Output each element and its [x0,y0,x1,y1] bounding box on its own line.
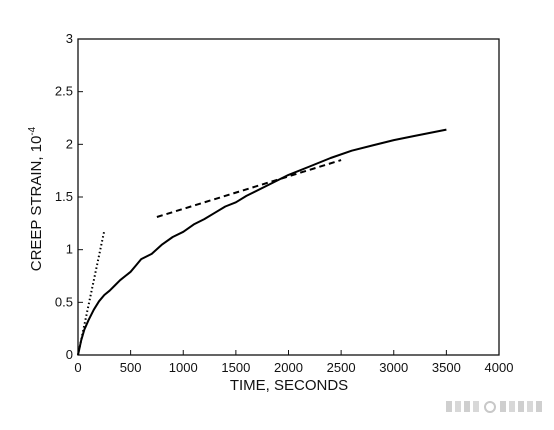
plot-frame [77,38,500,356]
x-tick-label: 4000 [485,360,514,375]
y-tick-label: 2.5 [55,84,73,99]
y-tick-label: 1.5 [55,189,73,204]
x-axis-title: TIME, SECONDS [230,377,348,394]
y-tick-label: 1 [66,242,73,257]
x-tick-label: 1500 [221,360,250,375]
y-tick-label: 3 [66,31,73,46]
y-axis-title: CREEP STRAIN, 10-4 [27,126,45,271]
x-axis-ticks: 0 500 1000 1500 2000 2500 3000 3500 4000 [74,350,513,375]
x-tick-label: 500 [120,360,142,375]
y-axis-title-main: CREEP STRAIN, 10 [28,136,45,272]
x-tick-label: 2000 [274,360,303,375]
x-tick-label: 3500 [432,360,461,375]
series-layer [77,128,447,356]
series-solid-line [77,128,447,356]
y-tick-label: 0.5 [55,294,73,309]
y-axis-title-exponent: -4 [27,126,38,135]
x-tick-label: 1000 [169,360,198,375]
x-tick-label: 0 [74,360,81,375]
series-dotted-line [77,230,106,356]
y-axis-ticks: 0 0.5 1 1.5 2 2.5 3 [55,31,83,362]
watermark-icon [446,401,542,413]
x-tick-label: 2500 [327,360,356,375]
series-dashed-line [156,159,342,218]
y-tick-label: 2 [66,136,73,151]
y-tick-label: 0 [66,347,73,362]
x-tick-label: 3000 [379,360,408,375]
